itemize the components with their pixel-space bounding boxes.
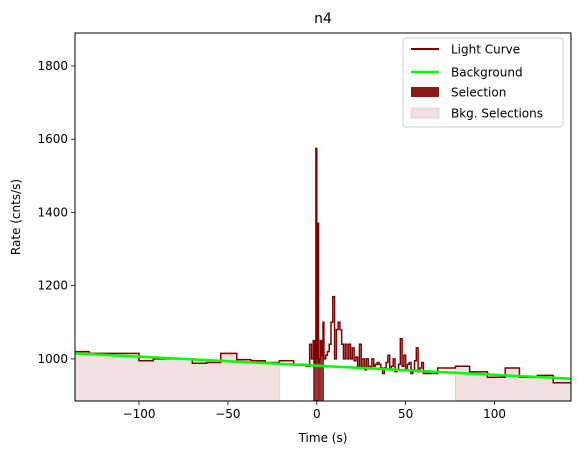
x-tick-label: 50 xyxy=(398,407,413,421)
y-tick-label: 1000 xyxy=(37,352,68,366)
selection-bar xyxy=(318,362,320,401)
y-axis-ticks: 1000 1200 1400 1600 1800 xyxy=(37,59,75,366)
y-axis-label: Rate (cnts/s) xyxy=(9,179,23,255)
x-tick-label: 0 xyxy=(313,407,321,421)
background-fit-line xyxy=(75,352,571,380)
legend-bkg-selections-symbol xyxy=(410,107,440,119)
selection-bar xyxy=(323,322,324,401)
selection-bar xyxy=(321,355,323,401)
y-tick-label: 1400 xyxy=(37,205,68,219)
chart-title: n4 xyxy=(314,11,332,27)
selection-bar xyxy=(320,340,322,401)
x-tick-label: −100 xyxy=(123,407,156,421)
legend: Light Curve Background Selection Bkg. Se… xyxy=(402,37,564,128)
y-tick-label: 1800 xyxy=(37,59,68,73)
selection-bar xyxy=(322,340,323,401)
y-tick-label: 1600 xyxy=(37,132,68,146)
legend-bkg-selections-label: Bkg. Selections xyxy=(451,107,543,121)
legend-background-label: Background xyxy=(451,66,523,80)
legend-frame xyxy=(402,37,564,128)
legend-selection-symbol xyxy=(411,87,439,97)
selection-bar xyxy=(315,362,316,401)
x-tick-label: −50 xyxy=(215,407,240,421)
x-tick-label: 100 xyxy=(483,407,506,421)
plot-area xyxy=(75,147,571,401)
light-curve-line xyxy=(75,147,571,384)
x-axis-label: Time (s) xyxy=(298,431,348,445)
plot-frame xyxy=(74,32,572,402)
selection-bar xyxy=(319,358,321,401)
selection-bar xyxy=(316,358,318,401)
legend-selection-label: Selection xyxy=(451,86,506,100)
selection-bar xyxy=(313,340,315,401)
y-tick-label: 1200 xyxy=(37,279,68,293)
x-axis-ticks: −100 −50 0 50 100 xyxy=(123,401,506,421)
legend-light-curve-label: Light Curve xyxy=(451,43,520,57)
